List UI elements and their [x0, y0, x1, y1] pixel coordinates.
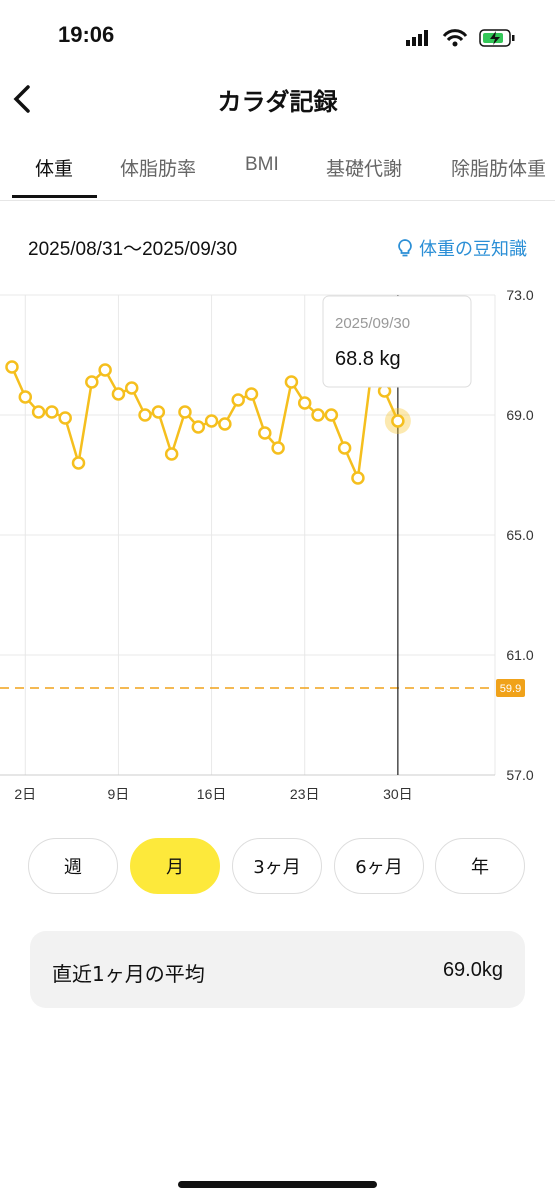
data-point: [18, 390, 33, 404]
chart: 57.0 61.0 65.0 69.0 73.0 2日 9日 16日 23日 30日 59.9 202…: [0, 287, 534, 802]
data-point: [324, 408, 339, 422]
target-badge: [496, 679, 525, 697]
period-button[interactable]: 6ヶ月: [334, 838, 424, 894]
summary-label: 直近1ヶ月の平均: [52, 962, 205, 986]
x-tick-label: 23日: [290, 786, 320, 802]
data-point: [297, 396, 312, 410]
data-point: [45, 405, 59, 419]
y-tick-label: 61.0: [506, 647, 533, 663]
tab[interactable]: 体脂肪率: [120, 158, 197, 180]
x-tick-label: 2日: [14, 786, 36, 802]
tab-bar: 体重 体脂肪率 BMI 基礎代謝 除脂肪体重: [0, 150, 555, 201]
x-tick-label: 30日: [383, 786, 413, 802]
summary-value: 69.0kg: [442, 959, 503, 981]
data-point: [31, 405, 46, 419]
data-point: [85, 375, 99, 389]
y-tick-label: 57.0: [506, 767, 533, 783]
target-label: 59.9: [500, 683, 521, 695]
tab[interactable]: 体重: [35, 158, 74, 180]
status-time: 19:06: [58, 22, 115, 47]
tooltip-date: 2025/09/30: [335, 315, 410, 332]
data-point: [284, 375, 299, 389]
period-button[interactable]: 月: [130, 838, 220, 894]
tip-link[interactable]: 体重の豆知識: [397, 235, 527, 261]
header-title: カラダ記録: [217, 88, 338, 116]
date-range: 2025/08/31～2025/09/30: [28, 239, 238, 260]
tab[interactable]: 基礎代謝: [326, 158, 403, 180]
period-button[interactable]: 3ヶ月: [232, 838, 322, 894]
data-point: [58, 411, 72, 425]
data-point: [258, 426, 272, 440]
y-tick-label: 73.0: [506, 287, 533, 303]
data-point: [164, 447, 179, 461]
data-point: [244, 387, 259, 401]
y-tick-label: 69.0: [506, 407, 533, 423]
data-point: [391, 414, 405, 428]
period-button[interactable]: 週: [28, 838, 118, 894]
data-point: [337, 441, 352, 455]
summary-card: 直近1ヶ月の平均 69.0kg: [30, 931, 525, 1008]
data-point: [311, 408, 325, 422]
back-button[interactable]: [10, 84, 34, 114]
data-point: [151, 405, 166, 419]
tooltip-box: [322, 295, 472, 388]
data-point: [191, 420, 206, 434]
tip-text[interactable]: 体重の豆知識: [419, 239, 527, 260]
data-point: [124, 381, 139, 395]
home-indicator: [178, 1181, 377, 1188]
data-point: [231, 393, 245, 407]
data-point: [138, 408, 152, 422]
data-point: [111, 387, 126, 401]
tooltip: 2025/09/30 68.8 kg: [322, 295, 472, 388]
data-point: [71, 456, 86, 470]
data-point: [98, 363, 112, 377]
tab[interactable]: 除脂肪体重: [451, 158, 547, 180]
status-icons: [406, 29, 515, 47]
tab-indicator: [12, 195, 97, 198]
data-point: [271, 441, 285, 455]
tooltip-value: 68.8 kg: [335, 348, 401, 370]
x-tick-label: 16日: [197, 786, 227, 802]
data-point: [218, 417, 232, 431]
y-tick-label: 65.0: [506, 527, 533, 543]
data-point: [5, 360, 19, 374]
data-point: [178, 405, 192, 419]
data-point: [204, 414, 219, 428]
period-button[interactable]: 年: [435, 838, 525, 894]
x-tick-label: 9日: [108, 786, 130, 802]
data-point: [351, 471, 365, 485]
tab[interactable]: BMI: [245, 154, 279, 175]
bulb-icon: [398, 239, 413, 257]
